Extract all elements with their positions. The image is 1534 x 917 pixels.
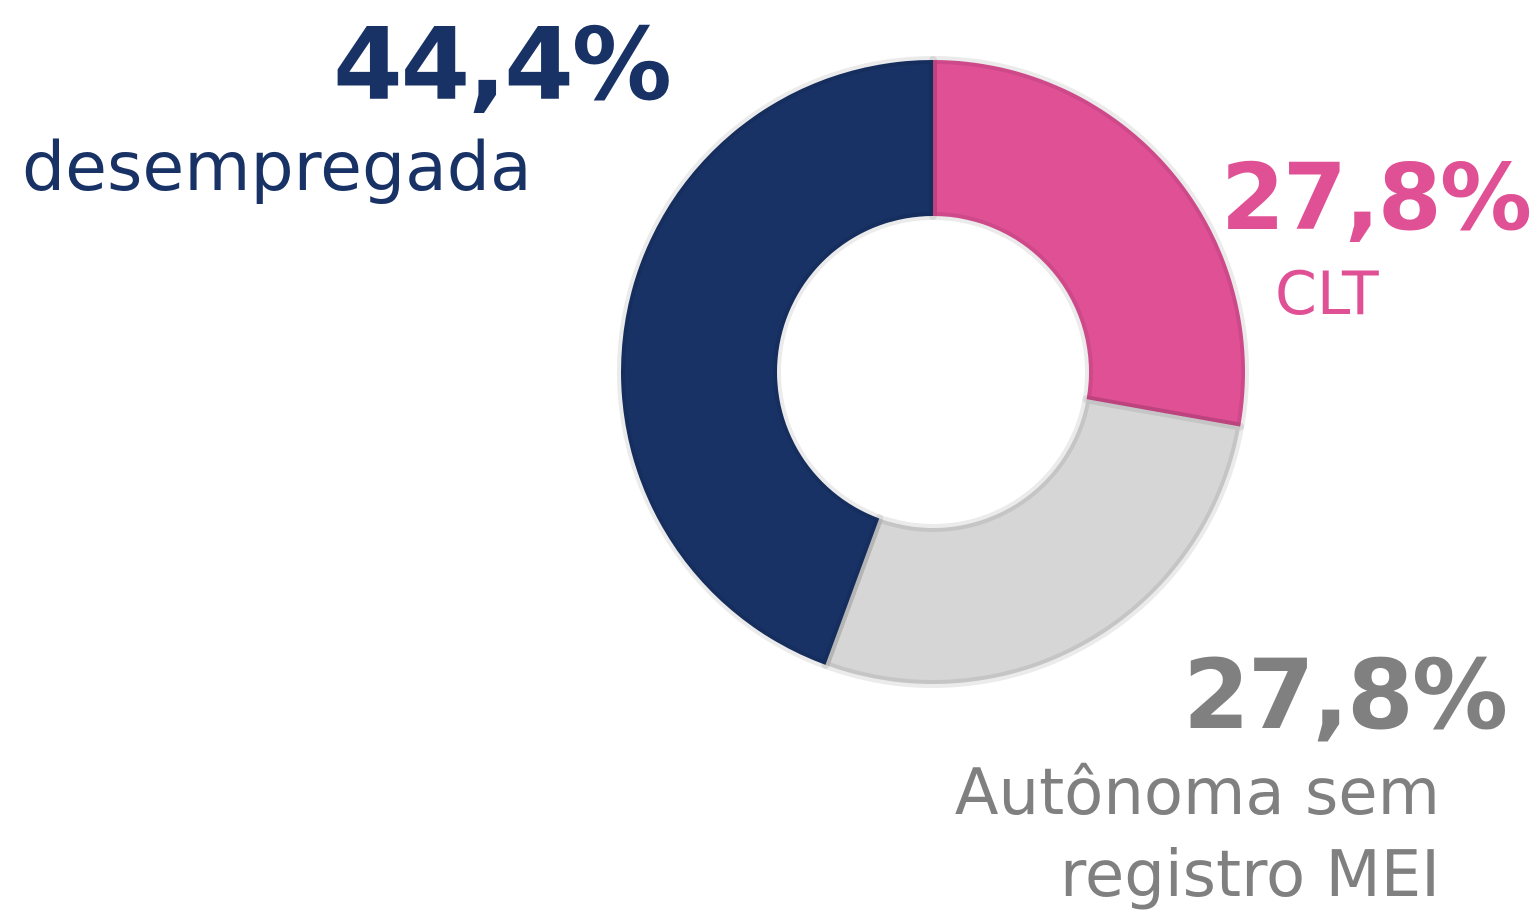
value-label: 44,4% bbox=[333, 6, 672, 123]
donut-slice bbox=[929, 56, 1249, 431]
category-label: Autônoma sem registro MEI bbox=[954, 756, 1440, 912]
donut-slice bbox=[617, 56, 937, 669]
value-label: 27,8% bbox=[1220, 144, 1532, 251]
category-label: desempregada bbox=[22, 128, 532, 207]
category-label: CLT bbox=[1275, 259, 1379, 329]
donut-slice bbox=[821, 395, 1245, 688]
value-label: 27,8% bbox=[1182, 639, 1508, 751]
